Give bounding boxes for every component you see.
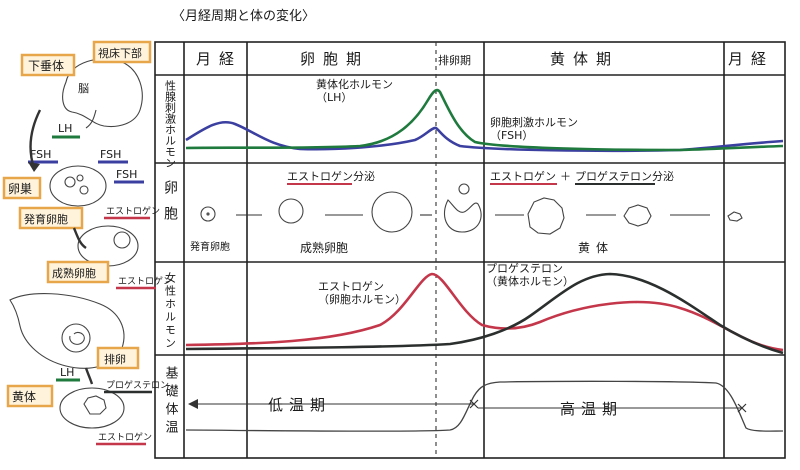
sidebar-estrogen-1: エストロゲン	[106, 205, 160, 217]
tag-hypothalamus	[92, 40, 152, 64]
ovary-follicle-b	[79, 185, 89, 195]
tag-ovulation	[96, 346, 140, 370]
ovulation-arrow-sidebar	[84, 367, 94, 385]
lh-label-line1-line2: （LH）	[316, 91, 352, 104]
sidebar-pituitary: 下垂体	[28, 59, 64, 73]
corpus-luteum-sketch	[59, 387, 125, 429]
high-temp-label: 高温期	[560, 400, 623, 418]
ovary-follicle-c	[76, 174, 84, 182]
ovulation-marker-cross	[469, 399, 479, 409]
estrogen-label-luteal: エストロゲン	[490, 170, 556, 183]
estrogen-secretion-label: エストロゲン分泌	[287, 170, 375, 183]
mature-follicle-sketch	[77, 225, 139, 267]
menses-marker-cross	[737, 403, 747, 413]
brain-to-ovary-arrowhead	[28, 162, 40, 172]
sidebar-corpus-luteum: 黄体	[12, 390, 36, 404]
follicle-small	[200, 206, 216, 222]
follicle-mature	[371, 191, 413, 233]
progesterone-secretion-label: プロゲステロン分泌	[575, 170, 674, 183]
fsh-curve-label: 卵胞刺激ホルモン（FSH）	[490, 115, 578, 142]
ovary-follicle-a	[64, 176, 76, 188]
tag-ovary	[2, 176, 42, 200]
mature-follicle-label: 成熟卵胞	[300, 240, 348, 255]
corpus-luteum-inner	[83, 395, 107, 415]
sidebar-brain: 脳	[78, 82, 89, 95]
sidebar-lh: LH	[58, 122, 72, 135]
follicle-small-core	[206, 212, 210, 216]
ovary-sketch	[49, 165, 107, 207]
follicle-ovulating	[444, 199, 482, 233]
low-temp-label: 低温期	[268, 396, 331, 414]
phase-header-ovulation: 排卵期	[438, 53, 471, 67]
plus-sign: ＋	[560, 170, 571, 183]
tag-mature-follicle	[46, 260, 110, 284]
row-label-pituitary: 性腺刺激ホルモン	[164, 79, 177, 168]
sidebar-lh-2: LH	[60, 366, 74, 379]
tag-developing-follicle	[18, 206, 84, 230]
pituitary-stalk-sketch	[85, 109, 97, 129]
phase-header-menses: 月経	[196, 50, 242, 68]
progesterone-curve	[185, 272, 784, 355]
estrogen-hormone-label-line: エストロゲン	[318, 280, 384, 293]
row-label-follicle: 卵胞	[162, 180, 178, 232]
corpus-albicans	[727, 211, 743, 222]
mature-follicle-ovum	[113, 231, 131, 249]
sidebar-fsh-2: FSH	[100, 148, 121, 161]
progesterone-hormone-label-line: プロゲステロン	[486, 262, 563, 275]
row-label-female-hormone: 女性ホルモン	[164, 271, 177, 350]
estrogen-hormone-label-line-line2: （卵胞ホルモン）	[318, 293, 406, 306]
lh-curve-label: 黄体化ホルモン（LH）	[316, 77, 393, 104]
sidebar-mature-follicle: 成熟卵胞	[52, 266, 96, 280]
lh-label-line1: 黄体化ホルモン	[316, 77, 393, 91]
estrogen-curve	[185, 272, 784, 352]
sidebar-estrogen-3: エストロゲン	[98, 431, 152, 443]
corpus-luteum-medium	[623, 204, 652, 227]
ovulation-follicle	[61, 323, 91, 353]
sidebar-hypothalamus: 視床下部	[98, 46, 142, 60]
progesterone-hormone-label: プロゲステロン（黄体ホルモン）	[486, 262, 574, 288]
follicle-medium	[278, 198, 304, 224]
row-label-bbt: 基礎体温	[163, 366, 179, 438]
released-ovum	[69, 331, 85, 345]
tag-pituitary	[20, 53, 76, 77]
corpus-luteum-label: 黄体	[578, 241, 614, 255]
bbt-curve	[185, 380, 784, 432]
progesterone-hormone-label-line-line2: （黄体ホルモン）	[486, 274, 574, 288]
follicle-arrow-sidebar	[72, 227, 87, 249]
lh-curve	[185, 88, 784, 152]
fsh-label-line1: 卵胞刺激ホルモン	[490, 115, 578, 129]
sidebar-fsh-1: FSH	[30, 148, 51, 161]
corpus-luteum-large	[527, 197, 565, 235]
main-table-frame	[154, 41, 786, 459]
sidebar-developing-follicle: 発育卵胞	[24, 212, 68, 226]
low-temp-arrowhead	[188, 399, 198, 409]
phase-header-follicular: 卵胞期	[300, 50, 369, 68]
tag-corpus-luteum	[6, 384, 54, 408]
phase-header-menses-2: 月経	[728, 50, 774, 68]
sidebar-estrogen-2: エストロゲン	[118, 275, 172, 287]
developing-follicle-label: 発育卵胞	[190, 240, 230, 253]
sidebar-ovulation: 排卵	[104, 352, 126, 366]
ovum-released	[458, 183, 470, 195]
phase-header-luteal: 黄体期	[550, 50, 619, 68]
sidebar-fsh-3: FSH	[116, 168, 137, 181]
diagram-title: 〈月経周期と体の変化〉	[172, 8, 315, 24]
sidebar-progesterone: プロゲステロン	[106, 379, 169, 391]
estrogen-hormone-label: エストロゲン（卵胞ホルモン）	[318, 280, 406, 306]
fsh-label-line1-line2: （FSH）	[490, 129, 533, 142]
sidebar-ovary: 卵巣	[8, 182, 32, 196]
